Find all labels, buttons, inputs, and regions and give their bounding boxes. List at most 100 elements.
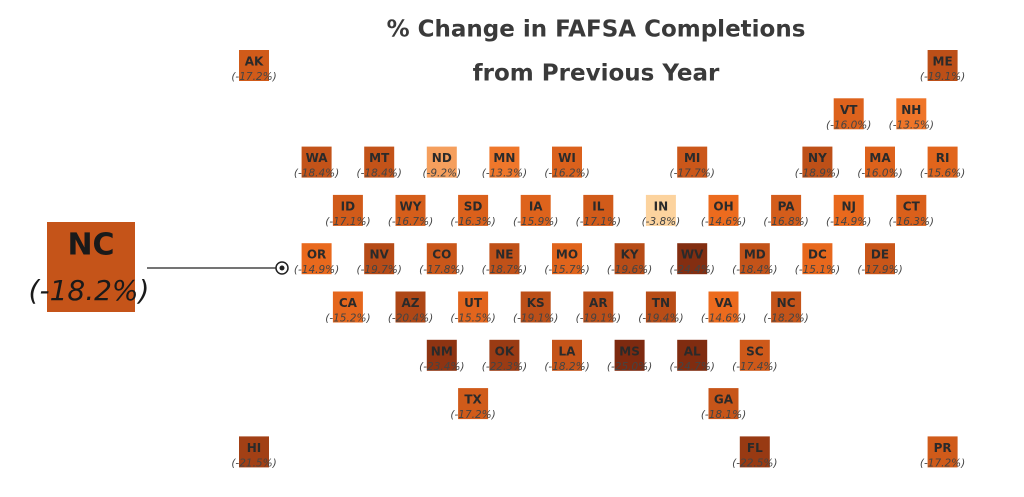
state-value: (-14.9%) [826, 216, 871, 228]
state-value: (-19.7%) [357, 264, 402, 276]
state-tile [645, 194, 676, 226]
state-abbr: NE [495, 248, 513, 262]
state-tile [489, 243, 520, 275]
state-abbr: HI [247, 441, 262, 455]
state-abbr: MS [619, 344, 640, 358]
state-tile [677, 339, 708, 371]
state-abbr: KY [621, 248, 639, 262]
state-tile [739, 436, 770, 468]
state-tile [614, 339, 645, 371]
state-value: (-18.7%) [482, 264, 527, 276]
state-tile [583, 291, 614, 323]
state-tile [426, 146, 457, 178]
state-value: (-18.9%) [795, 168, 840, 180]
state-value: (-17.2%) [920, 457, 965, 469]
state-abbr: UT [464, 296, 483, 310]
state-value: (-24.7%) [670, 361, 715, 373]
state-abbr: RI [936, 151, 950, 165]
state-abbr: AK [245, 55, 264, 69]
state-abbr: NJ [841, 199, 856, 213]
state-abbr: MD [744, 248, 766, 262]
state-tile [552, 146, 582, 178]
state-tile [458, 388, 489, 420]
callout-box [47, 222, 135, 312]
state-abbr: NM [431, 344, 453, 358]
state-tile [552, 243, 582, 275]
state-value: (-16.0%) [857, 168, 902, 180]
state-tile [802, 146, 833, 178]
state-value: (-17.7%) [670, 168, 715, 180]
state-abbr: MI [684, 151, 700, 165]
state-tile [301, 243, 332, 275]
state-tile [458, 291, 489, 323]
state-tile [708, 388, 739, 420]
callout-abbr: NC [67, 228, 114, 263]
state-value: (-18.2%) [763, 313, 808, 325]
state-tile [833, 98, 864, 130]
state-tile [583, 194, 614, 226]
title: % Change in FAFSA Completions [387, 17, 806, 43]
state-value: (-19.1%) [513, 313, 558, 325]
state-abbr: DE [871, 248, 889, 262]
state-tile [896, 194, 927, 226]
state-tile [426, 243, 457, 275]
state-value: (-16.8%) [763, 216, 808, 228]
state-value: (-19.6%) [607, 264, 652, 276]
state-abbr: MN [493, 151, 515, 165]
state-value: (-19.1%) [576, 313, 621, 325]
state-value: (-18.4%) [294, 168, 339, 180]
state-abbr: OH [713, 199, 733, 213]
state-tile [614, 243, 645, 275]
state-value: (-9.2%) [422, 168, 461, 180]
state-tile [332, 194, 363, 226]
state-abbr: NC [777, 296, 796, 310]
state-tile [645, 291, 676, 323]
state-abbr: TX [464, 393, 482, 407]
state-abbr: MO [556, 248, 578, 262]
state-abbr: AR [589, 296, 608, 310]
state-abbr: CA [339, 296, 358, 310]
state-abbr: SD [464, 199, 483, 213]
state-tile [865, 146, 895, 178]
state-abbr: WY [400, 199, 422, 213]
state-abbr: PA [778, 199, 796, 213]
state-value: (-16.3%) [889, 216, 934, 228]
state-tile [708, 291, 739, 323]
state-abbr: MT [369, 151, 390, 165]
state-abbr: CO [432, 248, 451, 262]
state-value: (-3.8%) [642, 216, 681, 228]
state-value: (-22.5%) [732, 457, 777, 469]
state-abbr: VT [840, 103, 858, 117]
state-tile [332, 291, 363, 323]
state-abbr: ME [933, 55, 953, 69]
state-value: (-18.2%) [544, 361, 589, 373]
state-value: (-21.5%) [231, 457, 276, 469]
state-value: (-15.5%) [450, 313, 495, 325]
state-tile [677, 146, 708, 178]
state-abbr: ID [341, 199, 355, 213]
state-abbr: CT [903, 199, 921, 213]
state-value: (-17.4%) [732, 361, 777, 373]
state-abbr: DC [808, 248, 827, 262]
state-tile [520, 291, 551, 323]
state-value: (-15.1%) [795, 264, 840, 276]
state-abbr: OK [495, 344, 515, 358]
state-tile [239, 50, 269, 81]
state-tile [677, 243, 708, 275]
state-value: (-14.6%) [701, 313, 746, 325]
state-tile [552, 339, 582, 371]
state-value: (-20.4%) [388, 313, 433, 325]
state-value: (-15.9%) [513, 216, 558, 228]
state-value: (-17.1%) [325, 216, 370, 228]
state-value: (-24.4%) [670, 264, 715, 276]
state-tile [364, 243, 395, 275]
state-abbr: WI [558, 151, 576, 165]
state-tile [364, 146, 395, 178]
state-abbr: FL [747, 441, 763, 455]
state-tile [927, 436, 958, 468]
state-tile [239, 436, 269, 468]
state-tile [927, 50, 958, 81]
state-value: (-15.6%) [920, 168, 965, 180]
state-abbr: AZ [402, 296, 420, 310]
state-value: (-16.2%) [544, 168, 589, 180]
